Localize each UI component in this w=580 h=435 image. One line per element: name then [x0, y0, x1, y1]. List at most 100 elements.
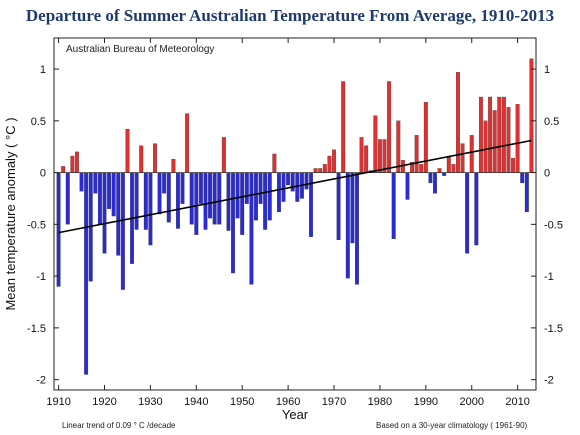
y-tick-label-left: -1: [36, 271, 46, 283]
bar-1970: [332, 149, 336, 173]
y-tick-label-left: -0.5: [27, 219, 46, 231]
bar-1977: [364, 145, 369, 173]
bar-2007: [501, 96, 506, 173]
bar-1950: [240, 172, 245, 235]
bar-1949: [235, 172, 240, 219]
bar-1910: [56, 172, 61, 287]
bar-1957: [272, 153, 277, 173]
bar-2004: [488, 96, 493, 173]
bar-1939: [189, 172, 194, 225]
x-tick-label: 1940: [184, 396, 208, 408]
bar-1979: [373, 115, 378, 173]
bar-1975: [355, 172, 359, 285]
bar-1993: [437, 168, 442, 173]
bar-1961: [290, 172, 295, 192]
y-tick-label-right: -1.5: [544, 323, 563, 335]
x-tick-label: 1960: [276, 396, 300, 408]
bar-1916: [84, 172, 89, 375]
bar-1997: [456, 72, 460, 173]
bar-1956: [267, 172, 272, 221]
bar-1947: [226, 172, 231, 231]
x-tick-label: 2010: [505, 396, 529, 408]
y-axis-title: Mean temperature anomaly ( °C ): [3, 117, 18, 310]
bar-1913: [70, 155, 75, 173]
y-tick-label-right: -0.5: [544, 219, 563, 231]
bar-2002: [478, 96, 483, 173]
trend-note: Linear trend of 0.09 ° C /decade: [62, 421, 176, 430]
bar-1992: [433, 172, 437, 194]
x-axis: 1910 1920 1930 1940 1950 1960 1970 1980 1990 2000…: [46, 38, 530, 408]
bar-1920: [102, 172, 107, 254]
bar-1923: [116, 172, 121, 256]
bar-1928: [139, 145, 144, 173]
bar-1999: [465, 172, 470, 254]
bar-1948: [231, 172, 235, 274]
bar-1927: [134, 172, 139, 230]
bar-1921: [107, 172, 112, 209]
bar-1966: [313, 168, 318, 173]
bar-1953: [254, 172, 258, 221]
bar-1933: [162, 172, 167, 194]
bar-1976: [359, 137, 364, 173]
bar-2000: [469, 135, 474, 173]
bar-1982: [387, 81, 392, 173]
bar-1915: [79, 172, 84, 192]
source-label: Australian Bureau of Meteorology: [66, 44, 214, 55]
y-tick-label-left: 0: [40, 168, 46, 180]
bar-1929: [143, 172, 148, 230]
chart-title: Departure of Summer Australian Temperatu…: [25, 6, 555, 25]
bar-1946: [221, 137, 226, 173]
bar-1942: [203, 172, 208, 230]
bar-series: [56, 58, 534, 375]
bar-1934: [166, 172, 171, 223]
bar-1969: [327, 155, 332, 173]
bar-1938: [185, 113, 190, 173]
bar-2003: [483, 120, 488, 173]
bar-1955: [263, 172, 268, 230]
bar-2001: [474, 172, 479, 246]
bar-1940: [194, 172, 199, 235]
x-tick-label: 1950: [230, 396, 254, 408]
bar-1980: [377, 139, 382, 173]
bar-2011: [520, 172, 525, 184]
bar-1945: [217, 172, 222, 225]
bar-1914: [75, 151, 79, 173]
bar-1972: [341, 81, 346, 173]
bar-1998: [460, 143, 465, 173]
bar-1944: [212, 172, 217, 225]
bar-2009: [511, 157, 515, 173]
bar-1983: [391, 172, 396, 239]
x-tick-label: 2000: [459, 396, 483, 408]
x-axis-title: Year: [282, 407, 309, 422]
bar-1958: [276, 172, 281, 213]
bar-1925: [125, 128, 130, 173]
y-tick-label-right: 0.5: [544, 116, 559, 128]
y-tick-label-right: -1: [544, 271, 554, 283]
bar-1924: [120, 172, 125, 290]
bar-1965: [309, 172, 314, 237]
bar-2012: [524, 172, 529, 213]
bar-2005: [492, 110, 497, 173]
y-tick-label-left: 0.5: [31, 116, 46, 128]
x-tick-label: 1920: [92, 396, 116, 408]
bar-1989: [419, 164, 424, 173]
bar-1919: [97, 172, 102, 225]
bar-2006: [497, 96, 502, 173]
bar-1971: [336, 172, 341, 241]
bar-1954: [258, 172, 263, 204]
y-axis-right: -2 -1.5 -1 -0.5 0 0.5 1: [531, 64, 563, 387]
bar-1935: [171, 158, 176, 173]
bar-1995: [446, 155, 451, 173]
bar-1968: [322, 164, 327, 173]
x-tick-label: 1910: [46, 396, 70, 408]
bar-1984: [396, 120, 401, 173]
y-tick-label-left: -2: [36, 375, 46, 387]
bar-2010: [515, 104, 520, 173]
climatology-note: Based on a 30-year climatology ( 1961-90…: [376, 421, 528, 430]
x-tick-label: 1930: [138, 396, 162, 408]
y-tick-label-right: 0: [544, 168, 550, 180]
bar-1937: [180, 172, 185, 204]
x-tick-label: 1980: [368, 396, 392, 408]
bar-1964: [304, 172, 309, 190]
